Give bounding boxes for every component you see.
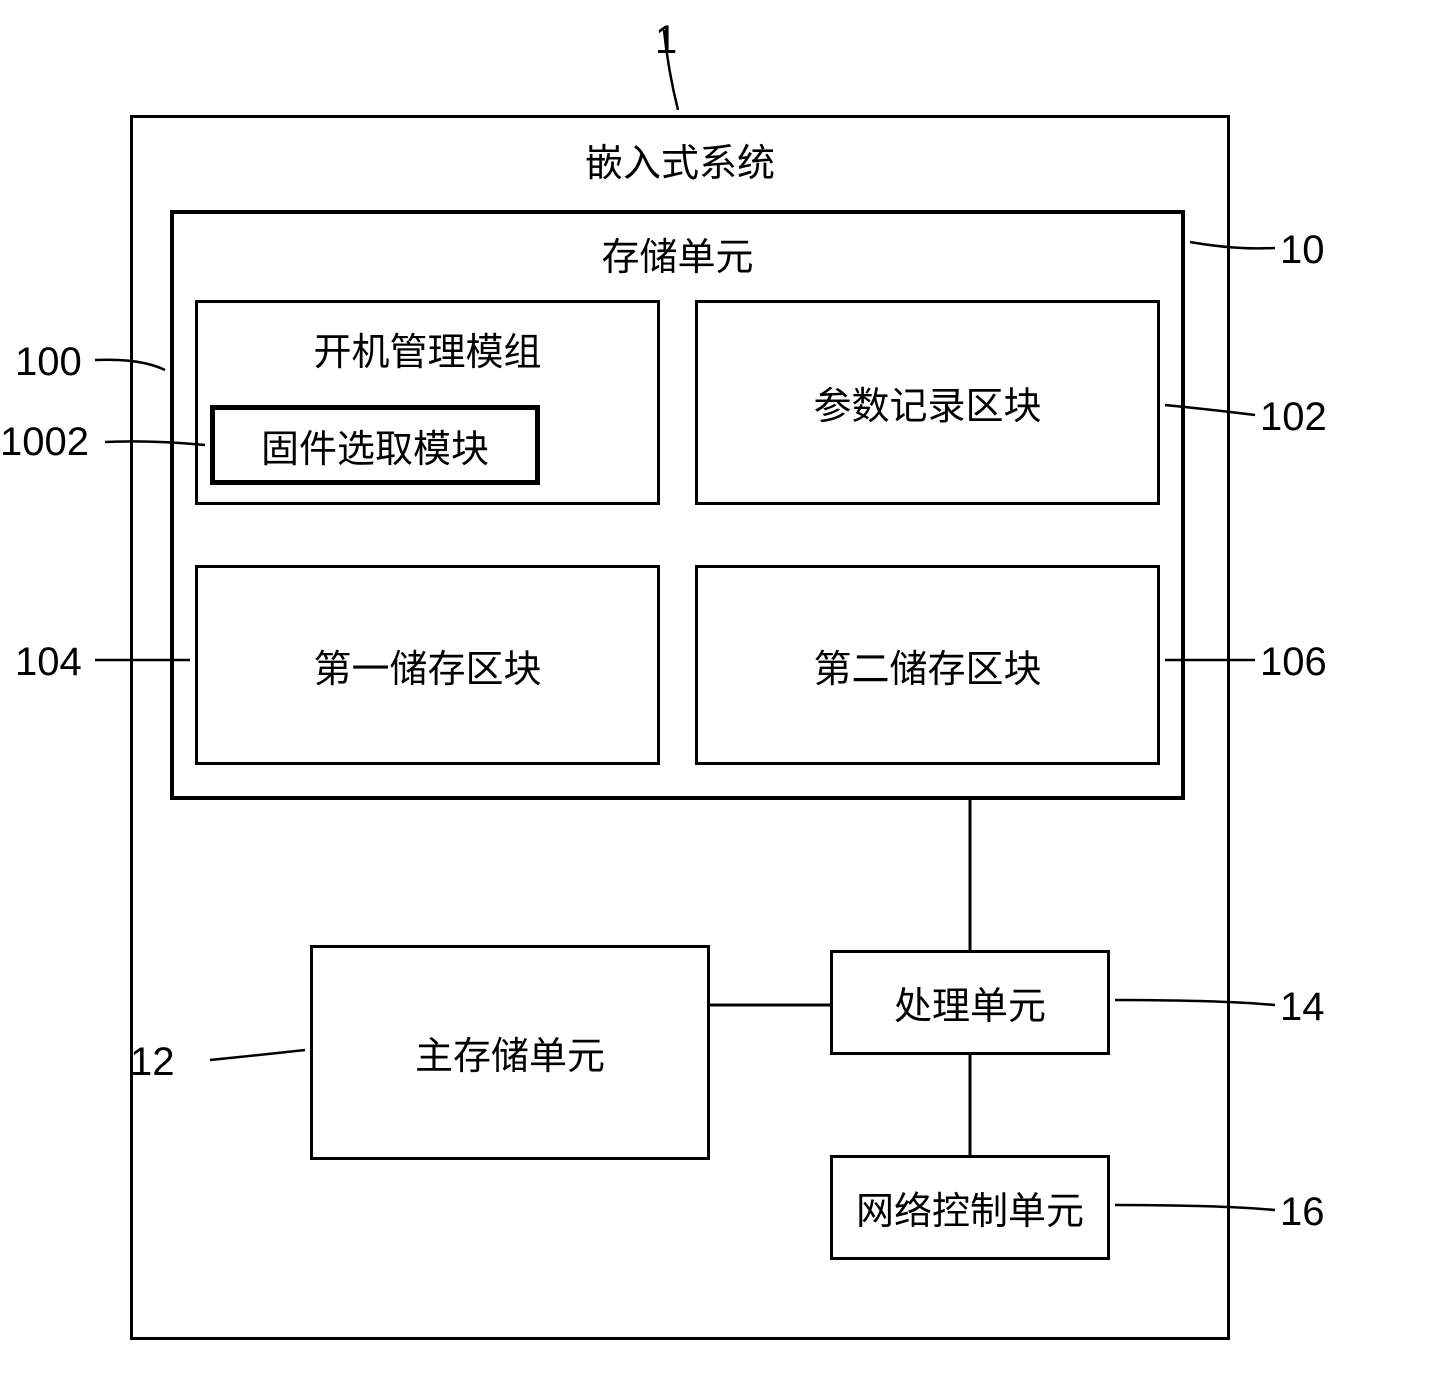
main-storage-box: 主存储单元 xyxy=(310,945,710,1160)
processing-unit-title: 处理单元 xyxy=(894,975,1046,1030)
processing-unit-box: 处理单元 xyxy=(830,950,1110,1055)
storage2-box: 第二储存区块 xyxy=(695,565,1160,765)
embedded-system-title: 嵌入式系统 xyxy=(585,132,775,187)
main-storage-title: 主存储单元 xyxy=(415,1025,605,1080)
storage2-title: 第二储存区块 xyxy=(813,638,1041,693)
boot-mgmt-title: 开机管理模组 xyxy=(313,321,541,376)
tag-100: 100 xyxy=(15,340,82,385)
tag-12: 12 xyxy=(130,1040,175,1085)
tag-14: 14 xyxy=(1280,985,1325,1030)
storage1-title: 第一储存区块 xyxy=(313,638,541,693)
tag-102: 102 xyxy=(1260,395,1327,440)
tag-1002: 1002 xyxy=(0,420,89,465)
tag-106: 106 xyxy=(1260,640,1327,685)
param-block-title: 参数记录区块 xyxy=(813,375,1041,430)
network-unit-box: 网络控制单元 xyxy=(830,1155,1110,1260)
tag-1: 1 xyxy=(655,18,677,63)
firmware-select-box: 固件选取模块 xyxy=(210,405,540,485)
param-block-box: 参数记录区块 xyxy=(695,300,1160,505)
tag-104: 104 xyxy=(15,640,82,685)
network-unit-title: 网络控制单元 xyxy=(856,1180,1084,1235)
storage-unit-title: 存储单元 xyxy=(601,226,753,281)
tag-16: 16 xyxy=(1280,1190,1325,1235)
tag-10: 10 xyxy=(1280,228,1325,273)
storage1-box: 第一储存区块 xyxy=(195,565,660,765)
firmware-select-title: 固件选取模块 xyxy=(261,418,489,473)
diagram-root: 嵌入式系统 存储单元 开机管理模组 固件选取模块 参数记录区块 第一储存区块 第… xyxy=(0,0,1429,1385)
